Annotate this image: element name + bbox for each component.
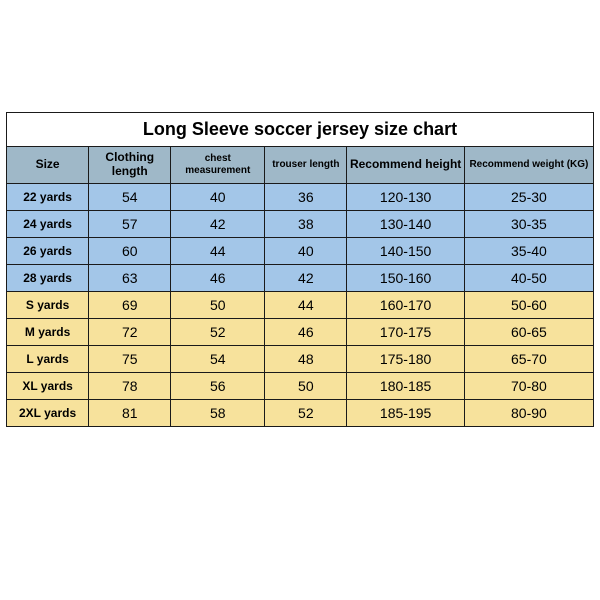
data-cell: 72 [89,318,171,345]
column-header-0: Size [7,147,89,184]
size-chart-table: Long Sleeve soccer jersey size chart Siz… [6,112,594,427]
size-cell: 22 yards [7,183,89,210]
data-cell: 48 [265,345,347,372]
size-cell: M yards [7,318,89,345]
data-cell: 42 [171,210,265,237]
size-cell: 24 yards [7,210,89,237]
data-cell: 50-60 [464,291,593,318]
data-cell: 38 [265,210,347,237]
table-row: XL yards785650180-18570-80 [7,372,594,399]
size-cell: 28 yards [7,264,89,291]
data-cell: 120-130 [347,183,464,210]
column-header-3: trouser length [265,147,347,184]
size-cell: L yards [7,345,89,372]
table-title: Long Sleeve soccer jersey size chart [7,113,594,147]
data-cell: 78 [89,372,171,399]
data-cell: 63 [89,264,171,291]
data-cell: 80-90 [464,399,593,426]
table-row: 2XL yards815852185-19580-90 [7,399,594,426]
data-cell: 175-180 [347,345,464,372]
size-cell: 26 yards [7,237,89,264]
data-cell: 54 [89,183,171,210]
data-cell: 54 [171,345,265,372]
data-cell: 130-140 [347,210,464,237]
data-cell: 170-175 [347,318,464,345]
table-row: M yards725246170-17560-65 [7,318,594,345]
data-cell: 60 [89,237,171,264]
data-cell: 57 [89,210,171,237]
data-cell: 180-185 [347,372,464,399]
table-row: 26 yards604440140-15035-40 [7,237,594,264]
table-row: S yards695044160-17050-60 [7,291,594,318]
data-cell: 46 [171,264,265,291]
title-row: Long Sleeve soccer jersey size chart [7,113,594,147]
data-cell: 65-70 [464,345,593,372]
data-cell: 160-170 [347,291,464,318]
data-cell: 36 [265,183,347,210]
data-cell: 44 [265,291,347,318]
data-cell: 50 [171,291,265,318]
header-row: SizeClothing lengthchest measurementtrou… [7,147,594,184]
data-cell: 52 [171,318,265,345]
data-cell: 185-195 [347,399,464,426]
data-cell: 52 [265,399,347,426]
column-header-1: Clothing length [89,147,171,184]
data-cell: 140-150 [347,237,464,264]
data-cell: 56 [171,372,265,399]
size-cell: S yards [7,291,89,318]
data-cell: 70-80 [464,372,593,399]
size-cell: XL yards [7,372,89,399]
data-cell: 75 [89,345,171,372]
size-chart-frame: Long Sleeve soccer jersey size chart Siz… [0,0,600,600]
table-container: Long Sleeve soccer jersey size chart Siz… [6,112,594,427]
column-header-4: Recommend height [347,147,464,184]
data-cell: 30-35 [464,210,593,237]
table-row: L yards755448175-18065-70 [7,345,594,372]
table-row: 28 yards634642150-16040-50 [7,264,594,291]
size-cell: 2XL yards [7,399,89,426]
data-cell: 42 [265,264,347,291]
data-cell: 25-30 [464,183,593,210]
column-header-5: Recommend weight (KG) [464,147,593,184]
data-cell: 69 [89,291,171,318]
data-cell: 81 [89,399,171,426]
data-cell: 58 [171,399,265,426]
table-row: 22 yards544036120-13025-30 [7,183,594,210]
table-row: 24 yards574238130-14030-35 [7,210,594,237]
data-cell: 40 [265,237,347,264]
data-cell: 150-160 [347,264,464,291]
column-header-2: chest measurement [171,147,265,184]
table-body: 22 yards544036120-13025-3024 yards574238… [7,183,594,426]
data-cell: 40-50 [464,264,593,291]
data-cell: 44 [171,237,265,264]
data-cell: 35-40 [464,237,593,264]
data-cell: 60-65 [464,318,593,345]
data-cell: 46 [265,318,347,345]
data-cell: 50 [265,372,347,399]
data-cell: 40 [171,183,265,210]
